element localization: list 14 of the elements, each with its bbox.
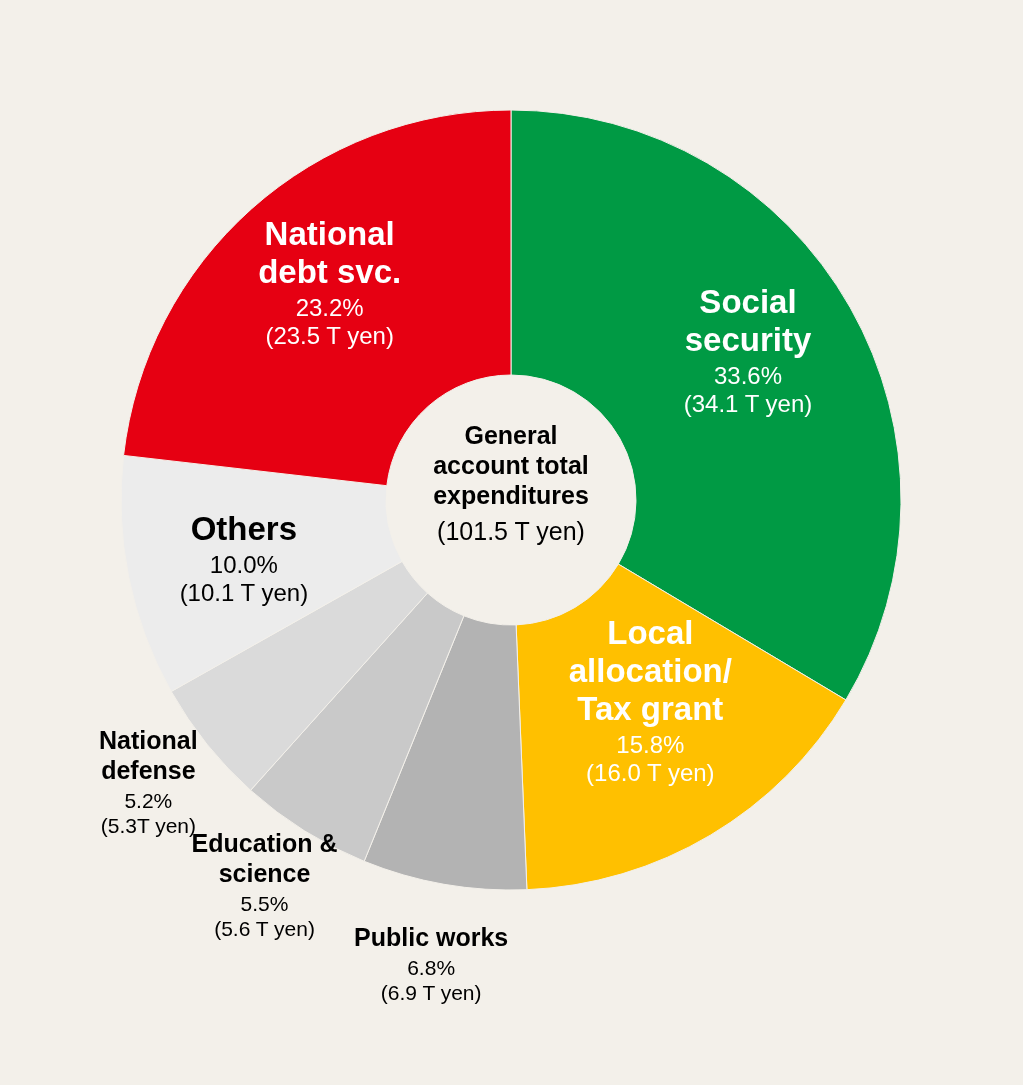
- slice-label: Others: [190, 509, 298, 547]
- data-label: 6.8% (6.9 T yen): [380, 956, 482, 1005]
- data-label: 10.0% (10.1 T yen): [179, 550, 309, 606]
- data-label: 5.5% (5.6 T yen): [214, 892, 315, 941]
- data-label: 33.6% (34.1 T yen): [683, 362, 813, 418]
- data-label: 15.8% (16.0 T yen): [586, 731, 715, 787]
- text: General account total expenditures: [433, 421, 589, 509]
- slice-label: National defense: [99, 726, 198, 785]
- slice-label: Public works: [354, 923, 509, 952]
- data-label: 23.2% (23.5 T yen): [265, 293, 394, 349]
- slice-label: Local allocation/ Tax grant: [568, 614, 732, 728]
- slice-label: Social security: [684, 283, 812, 359]
- slice-label: National debt svc.: [258, 214, 402, 290]
- text: (101.5 T yen): [437, 517, 585, 545]
